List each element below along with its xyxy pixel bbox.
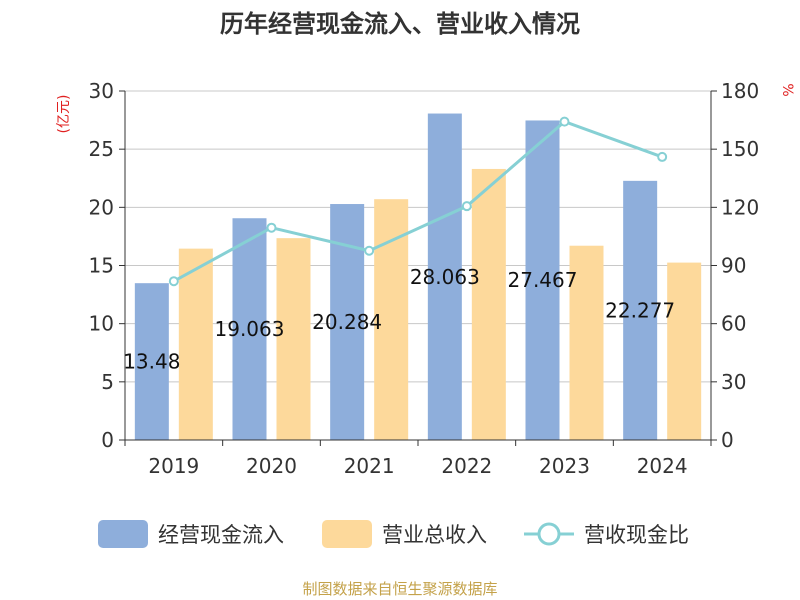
bar [667, 262, 702, 440]
bar [134, 283, 169, 440]
chart-title: 历年经营现金流入、营业收入情况 [220, 10, 580, 38]
right-tick-label: 30 [721, 370, 746, 394]
bar [427, 113, 462, 441]
data-label: 19.063 [215, 317, 285, 341]
left-tick-label: 0 [101, 428, 114, 452]
line-path [173, 119, 663, 283]
axes: 0 5 10 15 20 25 30 0 30 60 90 120 150 180 2019 2020 2021… [89, 79, 760, 478]
line-point [266, 222, 277, 233]
left-tick-label: 10 [89, 312, 114, 336]
line-point [364, 245, 375, 256]
bars [134, 113, 702, 441]
right-tick-label: 180 [721, 79, 759, 103]
right-tick-label: 120 [721, 195, 759, 219]
bar [471, 168, 506, 440]
legend-label: 营收现金比 [584, 523, 689, 547]
line-series [168, 116, 668, 287]
grid [125, 90, 711, 383]
line-point [168, 276, 179, 287]
x-tick-label: 2023 [539, 454, 590, 478]
bar [525, 120, 560, 441]
left-tick-label: 5 [101, 370, 114, 394]
data-label: 13.48 [123, 350, 180, 374]
left-tick-label: 15 [89, 254, 114, 278]
data-label: 20.284 [312, 310, 382, 334]
left-tick-label: 20 [89, 195, 114, 219]
left-tick-label: 25 [89, 137, 114, 161]
legend: 经营现金流入 营业总收入 营收现金比 [98, 520, 689, 548]
x-tick-label: 2024 [637, 454, 688, 478]
data-labels: 13.48 19.063 20.284 28.063 27.467 22.277 [123, 265, 675, 374]
legend-swatch [98, 520, 148, 548]
bar [178, 248, 213, 440]
x-tick-label: 2021 [344, 454, 395, 478]
x-tick-label: 2019 [148, 454, 199, 478]
left-tick-label: 30 [89, 79, 114, 103]
data-label: 22.277 [605, 298, 675, 322]
legend-marker [537, 522, 561, 546]
bar [276, 238, 311, 440]
legend-label: 营业总收入 [382, 523, 487, 547]
legend-label: 经营现金流入 [158, 523, 284, 547]
x-tick-label: 2020 [246, 454, 297, 478]
bar [232, 218, 267, 440]
right-tick-label: 150 [721, 137, 759, 161]
line-point [559, 116, 570, 127]
right-tick-label: 0 [721, 428, 734, 452]
line-point [461, 201, 472, 212]
bar [623, 180, 658, 440]
right-tick-label: 60 [721, 312, 746, 336]
left-axis-unit: (亿元) [56, 95, 72, 134]
bar [569, 245, 604, 440]
right-axis-unit: % [779, 83, 795, 96]
source-note: 制图数据来自恒生聚源数据库 [302, 580, 497, 598]
line-point [657, 151, 668, 162]
data-label: 28.063 [410, 265, 480, 289]
right-tick-label: 90 [721, 254, 746, 278]
legend-swatch [322, 520, 372, 548]
data-label: 27.467 [508, 268, 578, 292]
x-tick-label: 2022 [441, 454, 492, 478]
